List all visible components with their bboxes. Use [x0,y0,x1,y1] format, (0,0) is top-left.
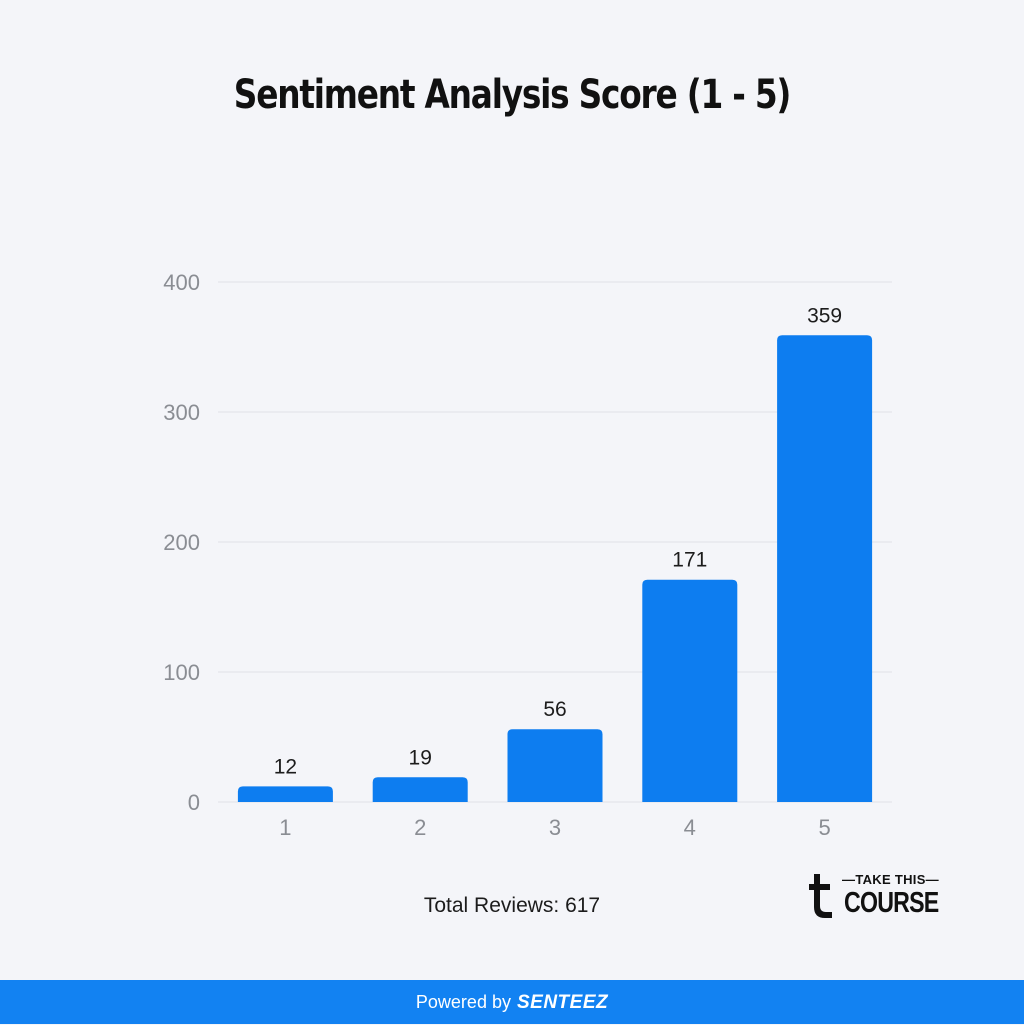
logo-text-top: —TAKE THIS— [842,872,939,887]
y-tick-label: 300 [163,400,200,425]
bars [237,335,873,802]
total-reviews-label: Total Reviews: 617 [423,894,601,917]
bar-value-label: 12 [274,755,297,778]
x-tick-label: 3 [549,815,561,840]
y-tick-label: 200 [163,530,200,555]
chart-title: Sentiment Analysis Score (1 - 5) [233,72,792,118]
footer-prefix: Powered by [415,992,511,1012]
bar [507,729,603,802]
data-labels: 12 19 56 171 359 [274,304,842,778]
y-tick-label: 0 [188,790,200,815]
x-tick-label: 2 [414,815,426,840]
bar [372,777,468,802]
x-axis-ticks: 1 2 3 4 5 [279,815,830,840]
bar-value-label: 56 [543,698,566,721]
x-tick-label: 5 [818,815,830,840]
logo-text-bottom: COURSE [844,887,939,919]
y-tick-label: 400 [163,270,200,295]
bar [237,786,333,802]
footer-bar: Powered by SENTEEZ [0,980,1024,1024]
bar [642,579,738,802]
logo-t-icon [809,874,832,918]
bar-value-label: 19 [409,746,432,769]
y-axis-ticks: 0 100 200 300 400 [163,270,200,815]
bar [777,335,873,802]
x-tick-label: 4 [684,815,696,840]
bar-value-label: 171 [672,549,707,572]
take-this-course-logo: —TAKE THIS— COURSE [806,870,939,920]
y-tick-label: 100 [163,660,200,685]
bar-value-label: 359 [807,304,842,327]
x-tick-label: 1 [279,815,291,840]
footer-brand[interactable]: SENTEEZ [516,992,609,1013]
